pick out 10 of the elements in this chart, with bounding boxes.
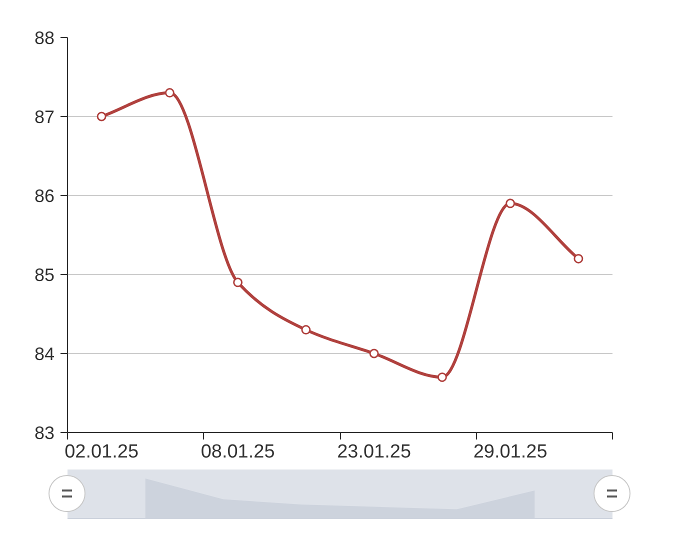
- x-tick-label: 02.01.25: [64, 442, 139, 462]
- y-tick-label: 88: [34, 28, 55, 48]
- y-tick-label: 83: [34, 423, 55, 443]
- x-tick-label: 29.01.25: [473, 442, 548, 462]
- y-tick-label: 85: [34, 265, 55, 285]
- y-tick-label: 84: [34, 344, 55, 364]
- y-tick-label: 86: [34, 186, 55, 206]
- y-tick-label: 87: [34, 107, 55, 127]
- x-tick-label: 23.01.25: [337, 442, 412, 462]
- x-tick-label: 08.01.25: [200, 442, 275, 462]
